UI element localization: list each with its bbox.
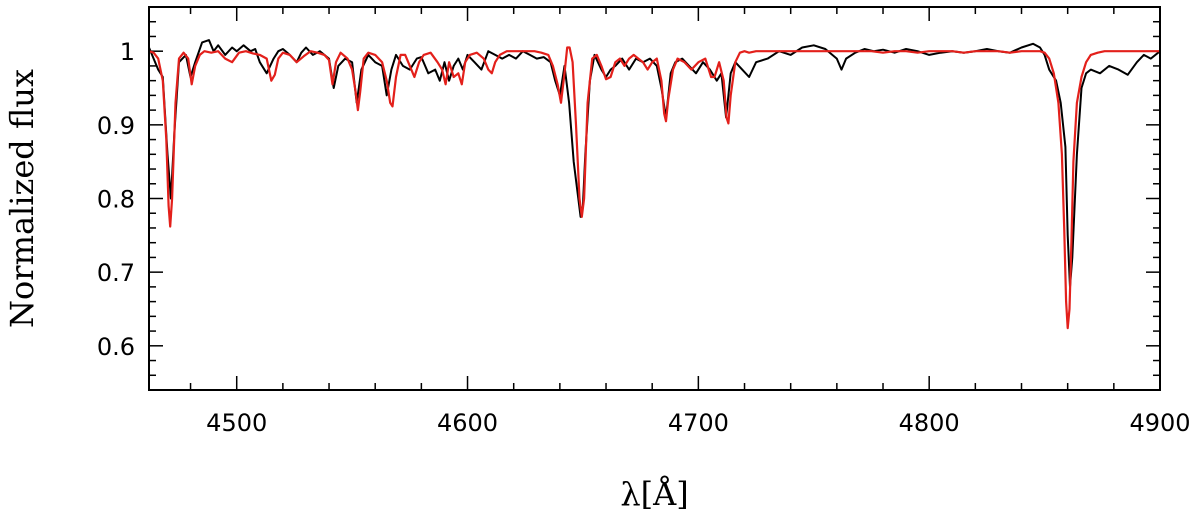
- x-tick-label: 4800: [899, 409, 960, 437]
- axis-ticks: [149, 6, 1161, 391]
- y-tick-label: 0.6: [97, 333, 135, 361]
- tick-labels: 4500 4600 4700 4800 4900 0.6 0.7 0.8 0.9 1: [97, 38, 1191, 437]
- x-tick-label: 4500: [206, 409, 267, 437]
- x-axis-label: λ[Å]: [620, 475, 688, 513]
- y-tick-label: 0.9: [97, 112, 135, 140]
- y-tick-label: 0.7: [97, 259, 135, 287]
- model-spectrum-line: [148, 46, 1160, 330]
- y-tick-label: 1: [120, 38, 135, 66]
- y-axis-label: Normalized flux: [3, 69, 41, 328]
- plot-frame: [148, 6, 1161, 391]
- observed-spectrum-line: [148, 39, 1161, 288]
- series-lines: [148, 39, 1161, 330]
- y-tick-label: 0.8: [97, 186, 135, 214]
- x-tick-label: 4600: [437, 409, 498, 437]
- x-tick-label: 4900: [1129, 409, 1190, 437]
- x-tick-label: 4700: [668, 409, 729, 437]
